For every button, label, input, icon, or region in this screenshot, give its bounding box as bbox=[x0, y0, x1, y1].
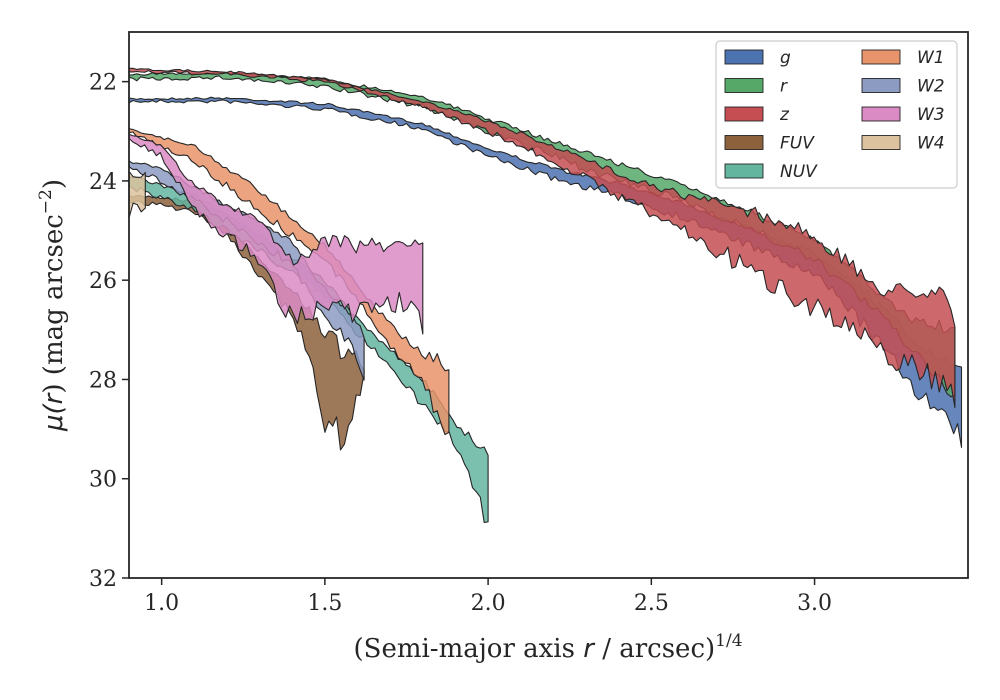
y-tick-label: 30 bbox=[89, 468, 117, 493]
legend-swatch-w4 bbox=[861, 135, 901, 150]
legend-swatch-w3 bbox=[861, 106, 901, 122]
legend-swatch-z bbox=[724, 106, 764, 122]
band-z bbox=[128, 67, 956, 408]
legend-label-z: z bbox=[779, 105, 790, 125]
x-tick-label: 2.5 bbox=[634, 591, 669, 616]
x-tick-label: 1.0 bbox=[144, 591, 179, 616]
x-tick-label: 3.0 bbox=[797, 591, 832, 616]
legend-label-nuv: NUV bbox=[780, 162, 818, 182]
band-layer bbox=[128, 67, 963, 524]
x-tick-label: 1.5 bbox=[307, 591, 342, 616]
legend-label-g: g bbox=[780, 48, 791, 68]
legend-swatch-g bbox=[724, 49, 764, 65]
band-w4 bbox=[128, 170, 146, 219]
legend-swatch-r bbox=[724, 78, 764, 93]
legend-swatch-w1 bbox=[861, 49, 901, 65]
y-axis-label: μ(r) (mag arcsec−2) bbox=[36, 179, 69, 432]
x-axis-label: (Semi-major axis r / arcsec)1/4 bbox=[353, 631, 742, 664]
y-tick-label: 22 bbox=[89, 71, 117, 96]
band-w1 bbox=[128, 128, 450, 436]
legend-label-r: r bbox=[780, 77, 788, 97]
x-tick-label: 2.0 bbox=[471, 591, 506, 616]
legend-label-fuv: FUV bbox=[780, 134, 815, 154]
tick-layer: 1.0 1.5 2.0 2.5 3.0 22 24 26 28 30 32 bbox=[89, 71, 832, 616]
legend-frame bbox=[715, 40, 958, 189]
plot-frame bbox=[128, 31, 969, 579]
y-tick-label: 28 bbox=[89, 368, 117, 393]
band-g bbox=[128, 96, 963, 448]
y-tick-label: 26 bbox=[89, 269, 117, 294]
legend: grz FUV NUV W1 W2 W3 W4 bbox=[715, 40, 958, 189]
legend-label-w3: W3 bbox=[917, 105, 945, 125]
legend-swatch-fuv bbox=[724, 135, 764, 150]
legend-label-w2: W2 bbox=[917, 77, 945, 97]
legend-swatch-nuv bbox=[724, 163, 764, 179]
band-w3 bbox=[128, 133, 424, 335]
legend-label-w1: W1 bbox=[917, 48, 945, 68]
y-tick-label: 24 bbox=[89, 170, 117, 195]
legend-label-w4: W4 bbox=[917, 134, 945, 154]
legend-swatch-w2 bbox=[861, 78, 901, 93]
y-tick-label: 32 bbox=[89, 567, 117, 592]
